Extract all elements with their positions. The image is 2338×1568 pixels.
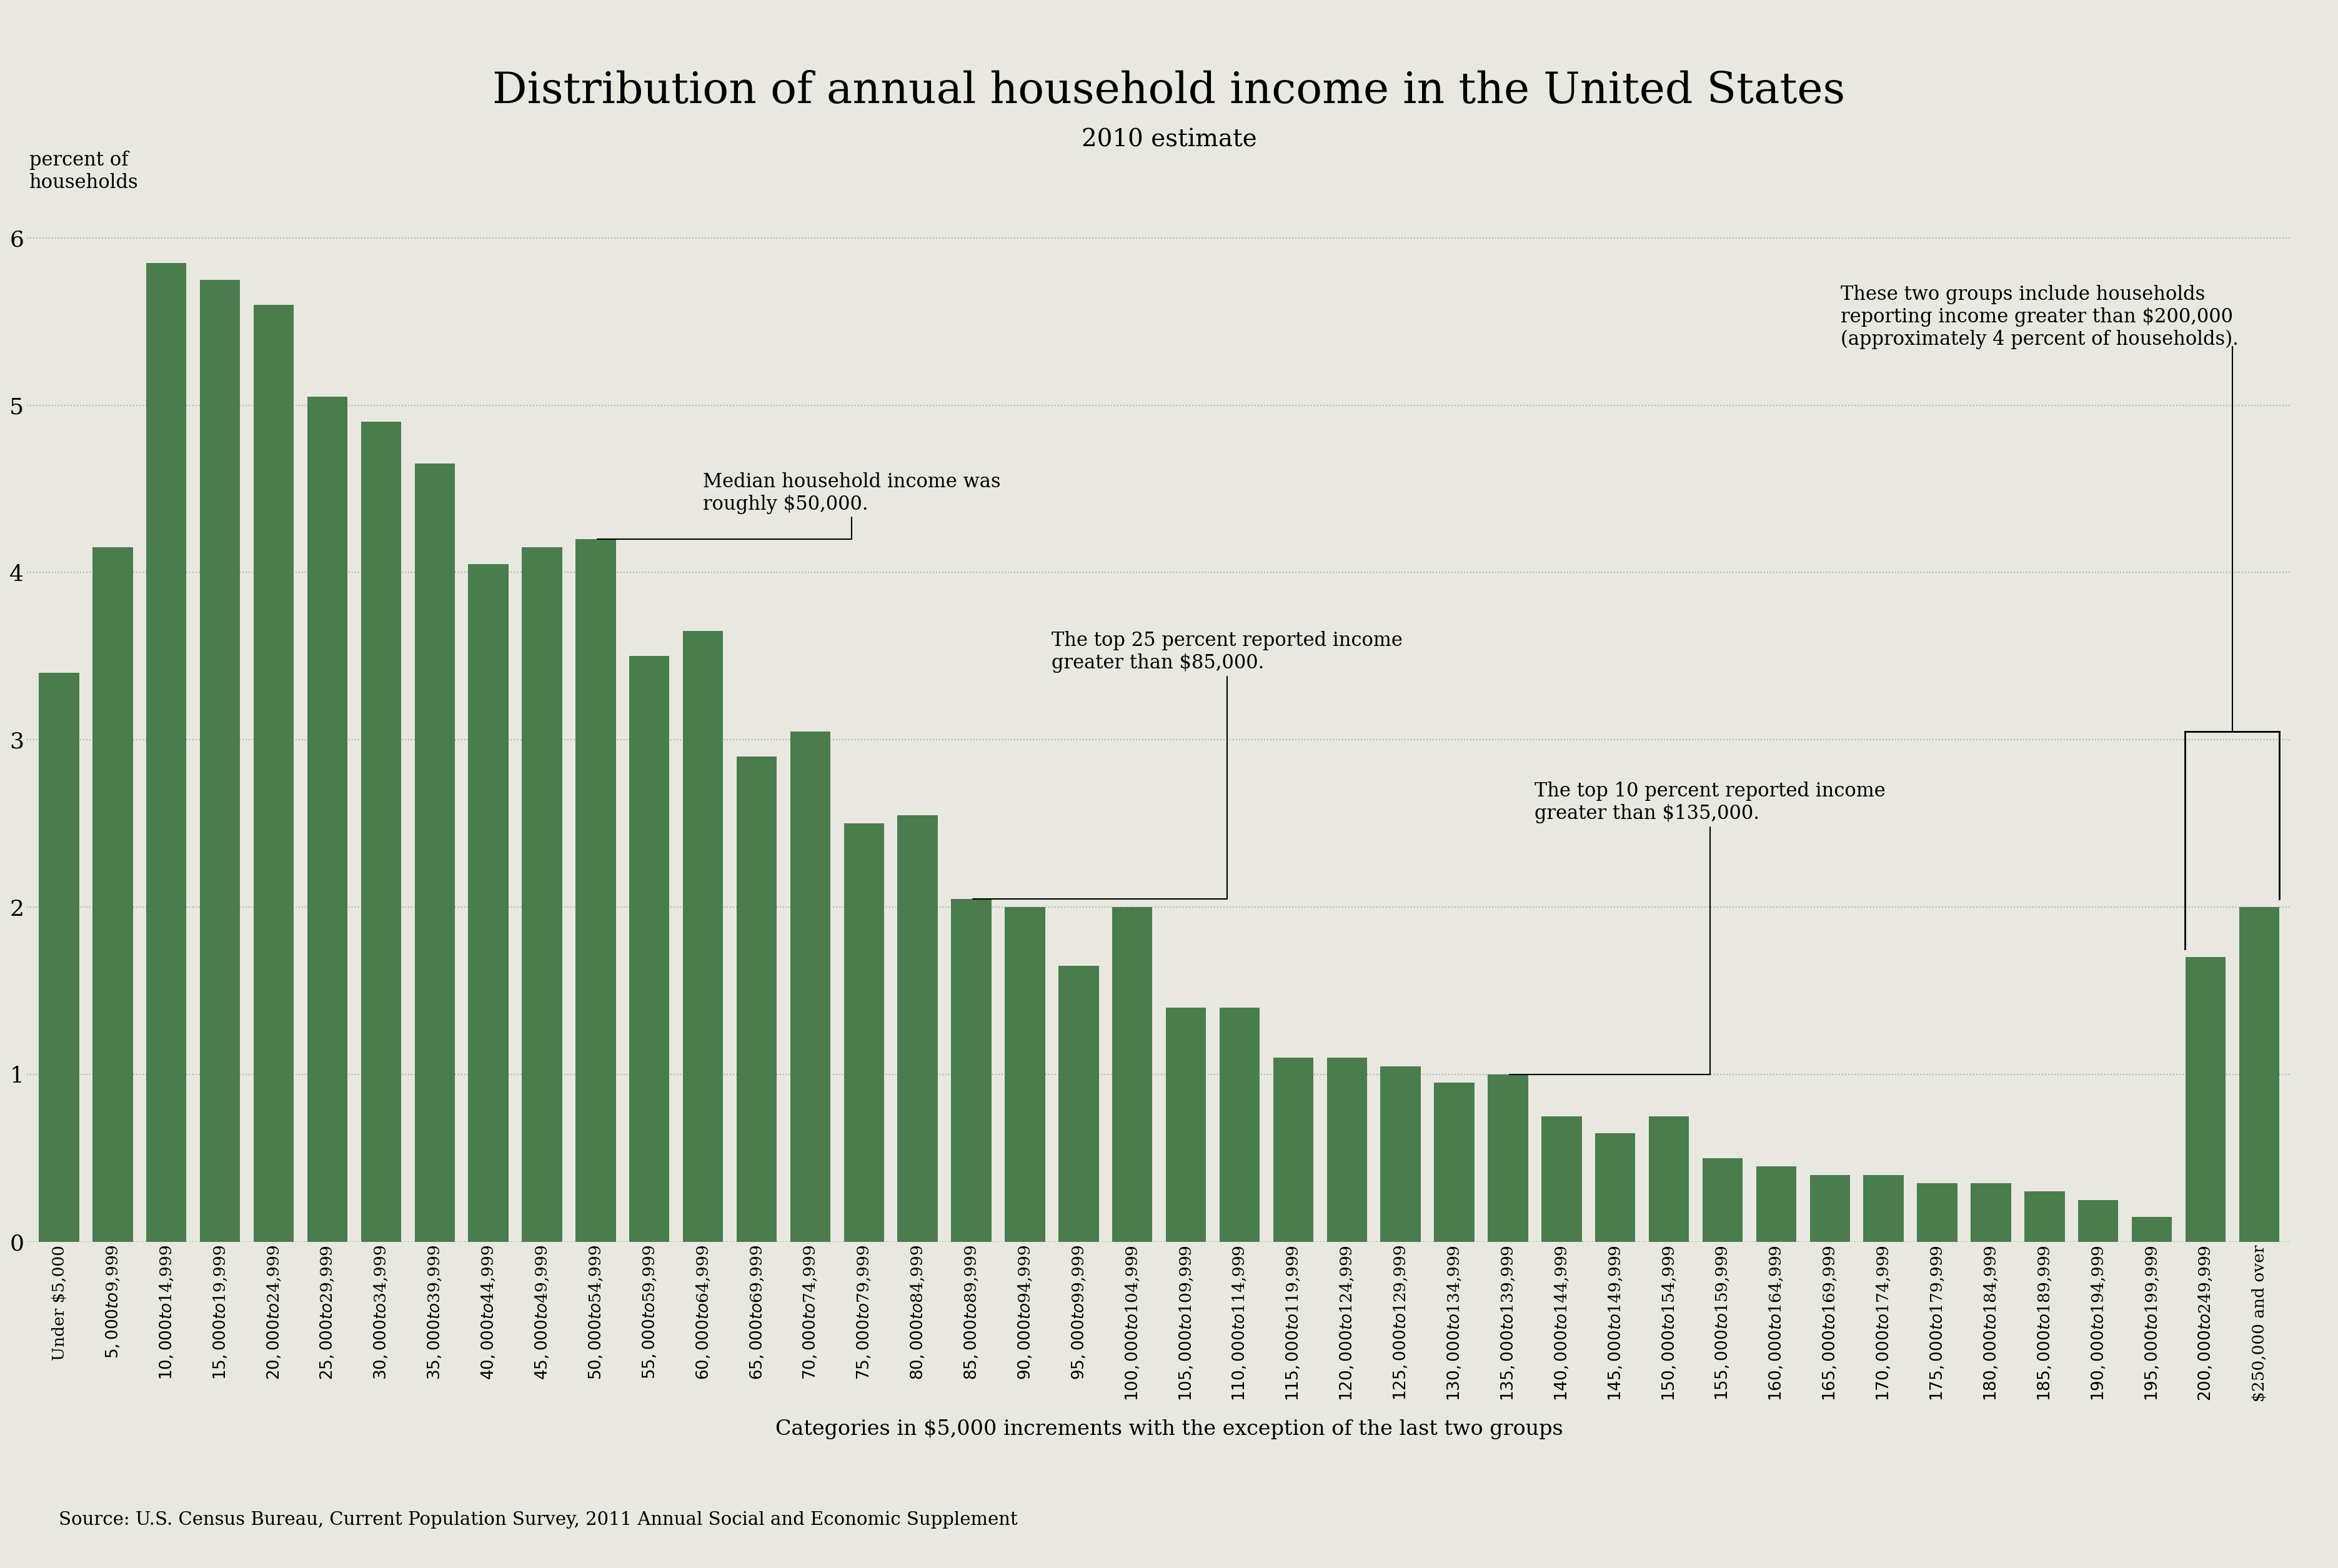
Text: Source: U.S. Census Bureau, Current Population Survey, 2011 Annual Social and Ec: Source: U.S. Census Bureau, Current Popu…: [58, 1512, 1017, 1529]
Bar: [1595, 1134, 1634, 1242]
Bar: [2078, 1200, 2118, 1242]
Bar: [1113, 908, 1153, 1242]
Bar: [629, 655, 669, 1242]
Text: percent of
households: percent of households: [30, 151, 138, 193]
Bar: [575, 539, 615, 1242]
Bar: [1059, 966, 1099, 1242]
Bar: [844, 823, 884, 1242]
Bar: [1433, 1083, 1475, 1242]
Bar: [360, 422, 402, 1242]
Bar: [414, 464, 456, 1242]
Bar: [790, 731, 830, 1242]
Bar: [1702, 1159, 1742, 1242]
Bar: [683, 630, 722, 1242]
Bar: [201, 279, 241, 1242]
Bar: [1379, 1066, 1422, 1242]
Bar: [1005, 908, 1045, 1242]
Bar: [253, 304, 295, 1242]
Bar: [2132, 1217, 2172, 1242]
Bar: [2240, 908, 2280, 1242]
Bar: [40, 673, 79, 1242]
Bar: [1274, 1058, 1314, 1242]
Bar: [952, 898, 991, 1242]
Text: 2010 estimate: 2010 estimate: [1080, 129, 1258, 152]
Bar: [147, 263, 187, 1242]
Bar: [1756, 1167, 1796, 1242]
Bar: [1810, 1174, 1849, 1242]
Text: Distribution of annual household income in the United States: Distribution of annual household income …: [493, 71, 1845, 111]
Bar: [1863, 1174, 1903, 1242]
Bar: [1220, 1008, 1260, 1242]
Text: These two groups include households
reporting income greater than $200,000
(appr: These two groups include households repo…: [1840, 285, 2237, 350]
Text: Median household income was
roughly $50,000.: Median household income was roughly $50,…: [599, 472, 1001, 539]
Text: Categories in $5,000 increments with the exception of the last two groups: Categories in $5,000 increments with the…: [776, 1419, 1562, 1439]
Bar: [2025, 1192, 2064, 1242]
Bar: [1971, 1184, 2011, 1242]
Text: The top 10 percent reported income
greater than $135,000.: The top 10 percent reported income great…: [1510, 782, 1887, 1074]
Bar: [521, 547, 561, 1242]
Bar: [468, 564, 507, 1242]
Text: The top 25 percent reported income
greater than $85,000.: The top 25 percent reported income great…: [973, 632, 1403, 898]
Bar: [1648, 1116, 1688, 1242]
Bar: [1541, 1116, 1583, 1242]
Bar: [94, 547, 133, 1242]
Bar: [898, 815, 938, 1242]
Bar: [1487, 1074, 1529, 1242]
Bar: [1917, 1184, 1957, 1242]
Bar: [2186, 958, 2226, 1242]
Bar: [736, 756, 776, 1242]
Bar: [1167, 1008, 1206, 1242]
Bar: [306, 397, 348, 1242]
Bar: [1326, 1058, 1368, 1242]
